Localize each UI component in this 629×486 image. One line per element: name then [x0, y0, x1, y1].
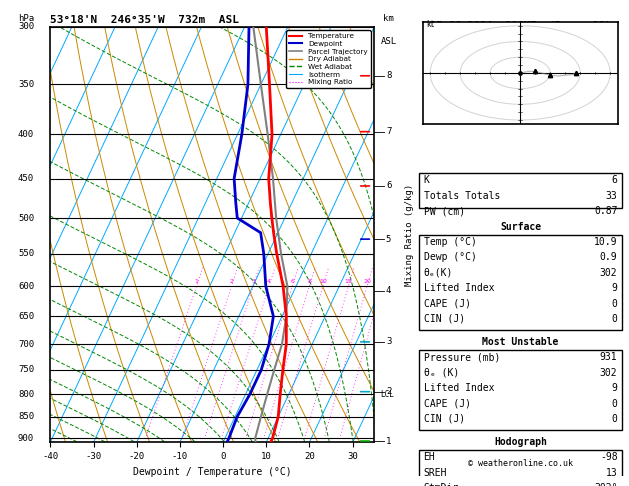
Text: 2: 2	[230, 279, 233, 284]
Text: 302°: 302°	[594, 483, 618, 486]
Text: 2: 2	[386, 387, 391, 396]
Text: PW (cm): PW (cm)	[423, 206, 465, 216]
Text: 8: 8	[386, 71, 391, 80]
Text: 700: 700	[18, 340, 34, 348]
Text: 3: 3	[386, 337, 391, 347]
Text: 3: 3	[251, 279, 255, 284]
Text: CIN (J): CIN (J)	[423, 414, 465, 424]
Text: 0: 0	[611, 314, 618, 324]
Text: 0: 0	[611, 414, 618, 424]
X-axis label: Dewpoint / Temperature (°C): Dewpoint / Temperature (°C)	[133, 467, 292, 477]
Text: 4: 4	[267, 279, 271, 284]
Text: 931: 931	[600, 352, 618, 363]
Text: 6: 6	[291, 279, 294, 284]
Text: 33: 33	[606, 191, 618, 201]
Legend: Temperature, Dewpoint, Parcel Trajectory, Dry Adiabat, Wet Adiabat, Isotherm, Mi: Temperature, Dewpoint, Parcel Trajectory…	[286, 30, 370, 88]
Text: Pressure (mb): Pressure (mb)	[423, 352, 500, 363]
Text: 300: 300	[18, 22, 34, 31]
Text: 850: 850	[18, 412, 34, 421]
Text: 10.9: 10.9	[594, 237, 618, 247]
Text: Dewp (°C): Dewp (°C)	[423, 252, 476, 262]
Text: 302: 302	[600, 268, 618, 278]
Text: θₑ(K): θₑ(K)	[423, 268, 453, 278]
Text: 5: 5	[386, 235, 391, 243]
Text: 750: 750	[18, 365, 34, 374]
Text: 15: 15	[345, 279, 352, 284]
Text: 4: 4	[386, 286, 391, 295]
Text: 0: 0	[611, 399, 618, 409]
Text: Temp (°C): Temp (°C)	[423, 237, 476, 247]
Text: Hodograph: Hodograph	[494, 437, 547, 447]
Text: 1: 1	[194, 279, 198, 284]
Point	[530, 68, 540, 75]
Bar	[420, 235, 621, 330]
Text: 650: 650	[18, 312, 34, 321]
Text: -98: -98	[600, 452, 618, 463]
Text: CIN (J): CIN (J)	[423, 314, 465, 324]
Text: 9: 9	[611, 383, 618, 393]
Text: LCL: LCL	[381, 389, 394, 399]
Point	[545, 71, 555, 79]
Text: 20: 20	[363, 279, 371, 284]
Text: θₑ (K): θₑ (K)	[423, 368, 459, 378]
Text: 302: 302	[600, 368, 618, 378]
Text: 0.9: 0.9	[600, 252, 618, 262]
Bar	[420, 173, 621, 208]
Text: 600: 600	[18, 282, 34, 291]
Text: 07.06.2024  00GMT  (Base: 18): 07.06.2024 00GMT (Base: 18)	[430, 21, 611, 32]
Text: StmDir: StmDir	[423, 483, 459, 486]
Text: CAPE (J): CAPE (J)	[423, 399, 470, 409]
Text: Lifted Index: Lifted Index	[423, 383, 494, 393]
Text: 13: 13	[606, 468, 618, 478]
Text: 900: 900	[18, 434, 34, 443]
Text: 9: 9	[611, 283, 618, 293]
Text: Lifted Index: Lifted Index	[423, 283, 494, 293]
Bar	[420, 350, 621, 430]
Text: 6: 6	[611, 175, 618, 185]
Text: 350: 350	[18, 80, 34, 89]
Text: kt: kt	[426, 20, 435, 29]
Text: 550: 550	[18, 249, 34, 258]
Text: ASL: ASL	[381, 37, 397, 46]
Text: 6: 6	[386, 181, 391, 191]
Text: CAPE (J): CAPE (J)	[423, 298, 470, 309]
Text: 7: 7	[386, 127, 391, 136]
Bar	[420, 450, 621, 486]
Text: 0: 0	[611, 298, 618, 309]
Text: K: K	[423, 175, 430, 185]
Text: Totals Totals: Totals Totals	[423, 191, 500, 201]
Text: hPa: hPa	[18, 14, 34, 22]
Text: 450: 450	[18, 174, 34, 183]
Text: 800: 800	[18, 389, 34, 399]
Text: EH: EH	[423, 452, 435, 463]
Text: 0.87: 0.87	[594, 206, 618, 216]
Text: Mixing Ratio (g/kg): Mixing Ratio (g/kg)	[404, 183, 413, 286]
Point	[515, 69, 525, 77]
Text: 10: 10	[319, 279, 327, 284]
Text: 400: 400	[18, 130, 34, 139]
Point	[571, 69, 581, 77]
Text: 1: 1	[386, 436, 391, 446]
Text: 500: 500	[18, 213, 34, 223]
Text: Most Unstable: Most Unstable	[482, 337, 559, 347]
Text: SREH: SREH	[423, 468, 447, 478]
Text: © weatheronline.co.uk: © weatheronline.co.uk	[468, 459, 573, 468]
Text: Surface: Surface	[500, 222, 541, 231]
Text: 8: 8	[308, 279, 311, 284]
Text: km: km	[383, 14, 394, 22]
Text: 53°18'N  246°35'W  732m  ASL: 53°18'N 246°35'W 732m ASL	[50, 15, 239, 25]
